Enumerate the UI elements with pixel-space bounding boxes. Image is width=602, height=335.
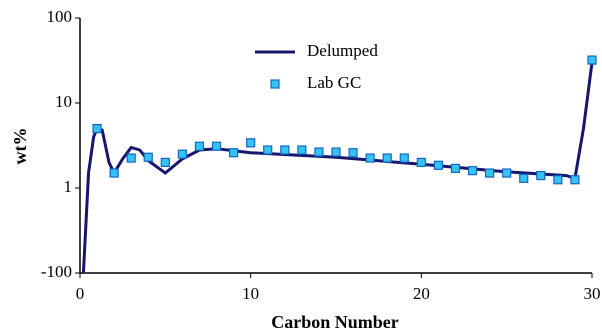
data-point	[348, 148, 358, 158]
data-point	[399, 153, 409, 163]
data-point	[365, 153, 375, 163]
data-point	[502, 168, 512, 178]
y-axis-label: wt%	[10, 128, 30, 165]
data-point	[416, 157, 426, 168]
data-point	[570, 175, 580, 185]
x-tick-label: 20	[413, 284, 430, 303]
data-point	[450, 163, 461, 174]
data-point	[553, 175, 563, 185]
data-point	[194, 141, 205, 151]
data-point	[229, 148, 239, 158]
data-point	[587, 55, 597, 65]
data-point	[126, 153, 136, 163]
x-axis-label: Carbon Number	[271, 312, 399, 332]
data-line	[81, 62, 594, 274]
data-point	[297, 145, 307, 155]
legend-marker	[270, 79, 280, 89]
data-point	[519, 173, 529, 183]
data-point	[263, 145, 273, 155]
data-point	[143, 152, 153, 162]
data-point	[485, 168, 495, 178]
y-tick-label: 10	[55, 92, 72, 111]
data-point	[92, 123, 102, 134]
y-tick-label: -100	[41, 262, 72, 281]
data-point	[467, 166, 478, 176]
y-tick-label: 1	[64, 177, 73, 196]
data-point	[314, 147, 324, 157]
data-point	[382, 153, 392, 163]
data-point	[211, 141, 222, 151]
data-point	[160, 157, 170, 168]
x-tick-label: 30	[584, 284, 601, 303]
legend-label: Delumped	[307, 41, 378, 60]
data-point	[280, 145, 290, 155]
data-point	[177, 149, 187, 159]
data-point	[536, 170, 546, 181]
x-tick-label: 10	[242, 284, 259, 303]
data-point	[331, 147, 341, 157]
data-point	[433, 160, 443, 170]
y-tick-label: 100	[47, 7, 73, 26]
data-point	[246, 138, 256, 148]
data-point	[109, 168, 119, 178]
legend-label: Lab GC	[307, 73, 361, 92]
x-tick-label: 0	[76, 284, 85, 303]
